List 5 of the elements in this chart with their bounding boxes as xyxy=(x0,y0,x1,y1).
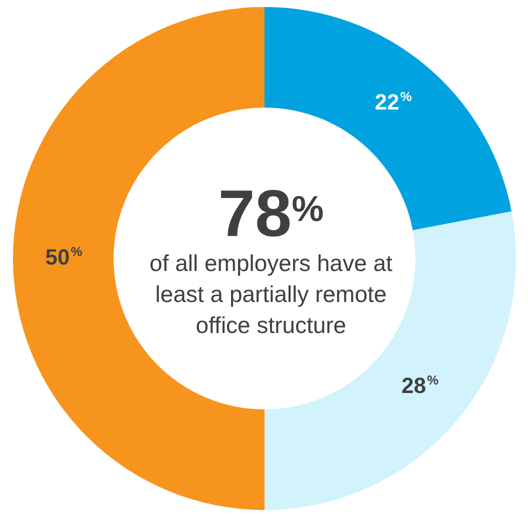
text: of all employers have at least a partially remote office structure xyxy=(148,249,394,340)
data-label: 50% xyxy=(45,244,83,270)
data-label: 28% xyxy=(402,372,439,398)
text: 78$^{%}$ xyxy=(217,176,325,250)
data-label: 22% xyxy=(374,89,412,115)
